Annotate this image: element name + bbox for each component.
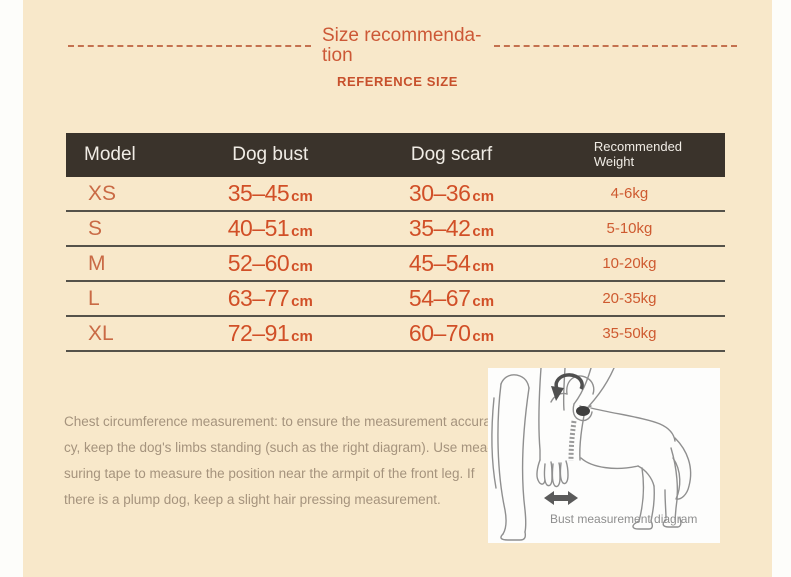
- weight-cell: 35-50kg: [602, 325, 657, 342]
- bust-cell: 40–51 cm: [227, 215, 313, 241]
- table-row: XL 72–91 cm 60–70 cm 35-50kg: [66, 317, 725, 352]
- unit-label: cm: [472, 258, 495, 275]
- weight-cell: 4-6kg: [610, 185, 649, 202]
- measurement-note: Chest circumference measurement: to ensu…: [64, 409, 496, 513]
- title-dash-left: [68, 45, 311, 47]
- rotate-arrow-icon: [551, 373, 584, 401]
- scarf-cell: 45–54 cm: [408, 250, 495, 276]
- bust-cell: 35–45 cm: [227, 180, 313, 206]
- model-cell: XS: [88, 181, 117, 205]
- unit-label: cm: [472, 328, 495, 345]
- model-cell: XL: [88, 321, 114, 345]
- measuring-tape: [568, 420, 577, 462]
- column-header-model: Model: [84, 144, 136, 165]
- scarf-cell: 35–42 cm: [408, 215, 495, 241]
- weight-cell: 5-10kg: [606, 220, 653, 237]
- table-row: L 63–77 cm 54–67 cm 20-35kg: [66, 282, 725, 317]
- model-cell: L: [88, 286, 100, 310]
- unit-label: cm: [291, 223, 313, 240]
- left-margin-strip: [0, 0, 23, 577]
- scarf-cell: 54–67 cm: [408, 285, 495, 311]
- page-title-line1: Size recommenda-: [322, 25, 482, 46]
- unit-label: cm: [291, 328, 313, 345]
- bust-cell: 63–77 cm: [227, 285, 313, 311]
- table-row: M 52–60 cm 45–54 cm 10-20kg: [66, 247, 725, 282]
- tape-roll: [576, 406, 590, 416]
- unit-label: cm: [472, 223, 495, 240]
- model-cell: M: [88, 251, 106, 275]
- model-cell: S: [88, 216, 103, 240]
- unit-label: cm: [291, 188, 313, 205]
- bust-cell: 72–91 cm: [227, 320, 313, 346]
- size-table: Model Dog bust Dog scarf Recommended Wei…: [66, 133, 725, 352]
- table-row: S 40–51 cm 35–42 cm 5-10kg: [66, 212, 725, 247]
- title-dash-right: [494, 45, 737, 47]
- double-arrow-icon: [544, 491, 578, 505]
- note-line: Chest circumference measurement: to ensu…: [64, 414, 496, 429]
- note-line: there is a plump dog, keep a slight hair…: [64, 492, 441, 507]
- page-title: Size recommenda- tion: [322, 26, 497, 66]
- bust-cell: 52–60 cm: [227, 250, 313, 276]
- table-row: XS 35–45 cm 30–36 cm 4-6kg: [66, 177, 725, 212]
- weight-cell: 20-35kg: [602, 290, 657, 307]
- scarf-cell: 60–70 cm: [408, 320, 495, 346]
- note-line: suring tape to measure the position near…: [64, 466, 475, 481]
- unit-label: cm: [291, 293, 313, 310]
- dog-measurement-illustration: [491, 368, 692, 541]
- diagram-panel: Bust measurement diagram: [488, 368, 720, 543]
- column-header-dog-scarf: Dog scarf: [410, 144, 493, 165]
- note-line: cy, keep the dog's limbs standing (such …: [64, 440, 492, 455]
- column-header-dog-bust: Dog bust: [232, 144, 309, 165]
- page-title-line2: tion: [322, 45, 353, 66]
- table-header-row: Model Dog bust Dog scarf Recommended Wei…: [66, 133, 725, 177]
- reference-size-label: REFERENCE SIZE: [336, 74, 459, 89]
- column-header-recommended-weight: Recommended Weight: [593, 139, 683, 169]
- unit-label: cm: [291, 258, 313, 275]
- right-margin-strip: [772, 0, 791, 577]
- diagram-caption: Bust measurement diagram: [550, 512, 698, 526]
- unit-label: cm: [472, 188, 495, 205]
- scarf-cell: 30–36 cm: [408, 180, 495, 206]
- unit-label: cm: [472, 293, 495, 310]
- weight-cell: 10-20kg: [602, 255, 657, 272]
